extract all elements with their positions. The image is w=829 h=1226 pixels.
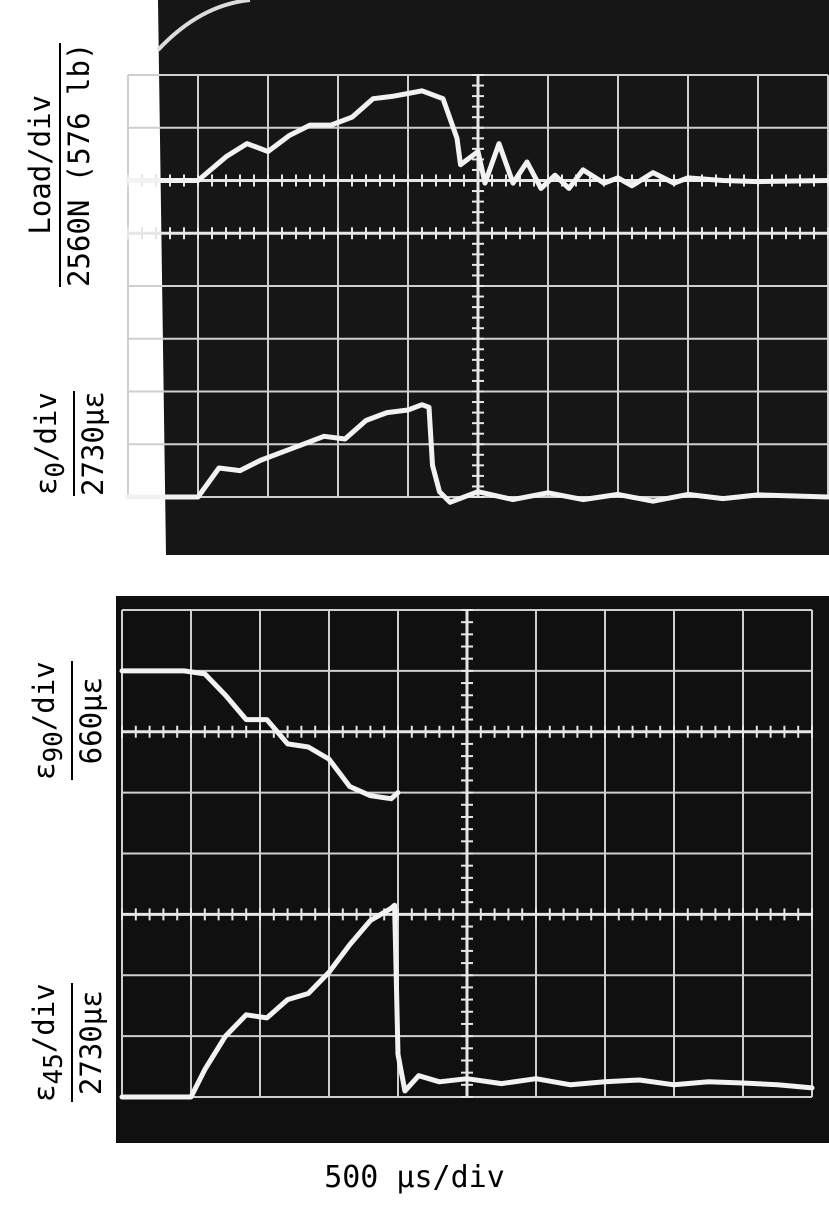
epsilon-90-symbol: ε (27, 762, 61, 780)
bottom-screen-background (116, 596, 829, 1143)
trace-90 (119, 668, 401, 802)
top-screen-bezel-arc (156, 0, 251, 52)
top-screen-background (158, 0, 829, 555)
top-screen-traces (125, 88, 829, 505)
epsilon-45-symbol: ε (27, 1084, 61, 1102)
epsilon-90-scale-label: ε90/div 660με (27, 661, 108, 780)
epsilon-90-suffix: /div (27, 661, 61, 732)
time-base-label: 500 µs/div (324, 1160, 505, 1195)
top-oscilloscope-screen (125, 0, 829, 555)
trace-45 (119, 902, 815, 1100)
epsilon-45-scale-value: 2730με (74, 990, 108, 1096)
load-scale-label: Load/div 2560N (576 lb) (23, 42, 96, 287)
epsilon-45-scale-label: ε45/div 2730με (27, 983, 108, 1102)
epsilon-45-subscript: 45 (39, 1053, 69, 1085)
bottom-screen-graticule (121, 609, 813, 1098)
epsilon-0-suffix: /div (29, 392, 63, 462)
load-per-div: Load/div (23, 42, 61, 287)
bottom-screen-traces (119, 668, 815, 1100)
trace-0 (125, 402, 829, 505)
bottom-oscilloscope-screen (116, 596, 829, 1143)
epsilon-0-scale-label: ε0/div 2730με (29, 391, 110, 496)
epsilon-0-subscript: 0 (41, 461, 71, 478)
epsilon-0-symbol: ε (29, 477, 63, 496)
load-scale-value: 2560N (576 lb) (62, 42, 96, 287)
epsilon-90-subscript: 90 (39, 731, 69, 763)
epsilon-0-scale-value: 2730με (76, 391, 110, 496)
top-screen-graticule (127, 74, 829, 498)
epsilon-45-suffix: /div (27, 983, 61, 1054)
epsilon-90-scale-value: 660με (74, 677, 108, 765)
trace-Load (125, 88, 829, 191)
